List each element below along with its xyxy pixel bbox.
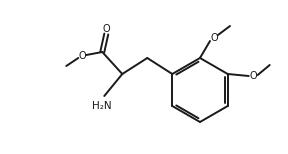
Text: H₂N: H₂N: [92, 101, 112, 111]
Text: O: O: [103, 24, 110, 34]
Text: O: O: [210, 33, 218, 43]
Text: O: O: [78, 51, 86, 61]
Text: O: O: [250, 71, 257, 81]
